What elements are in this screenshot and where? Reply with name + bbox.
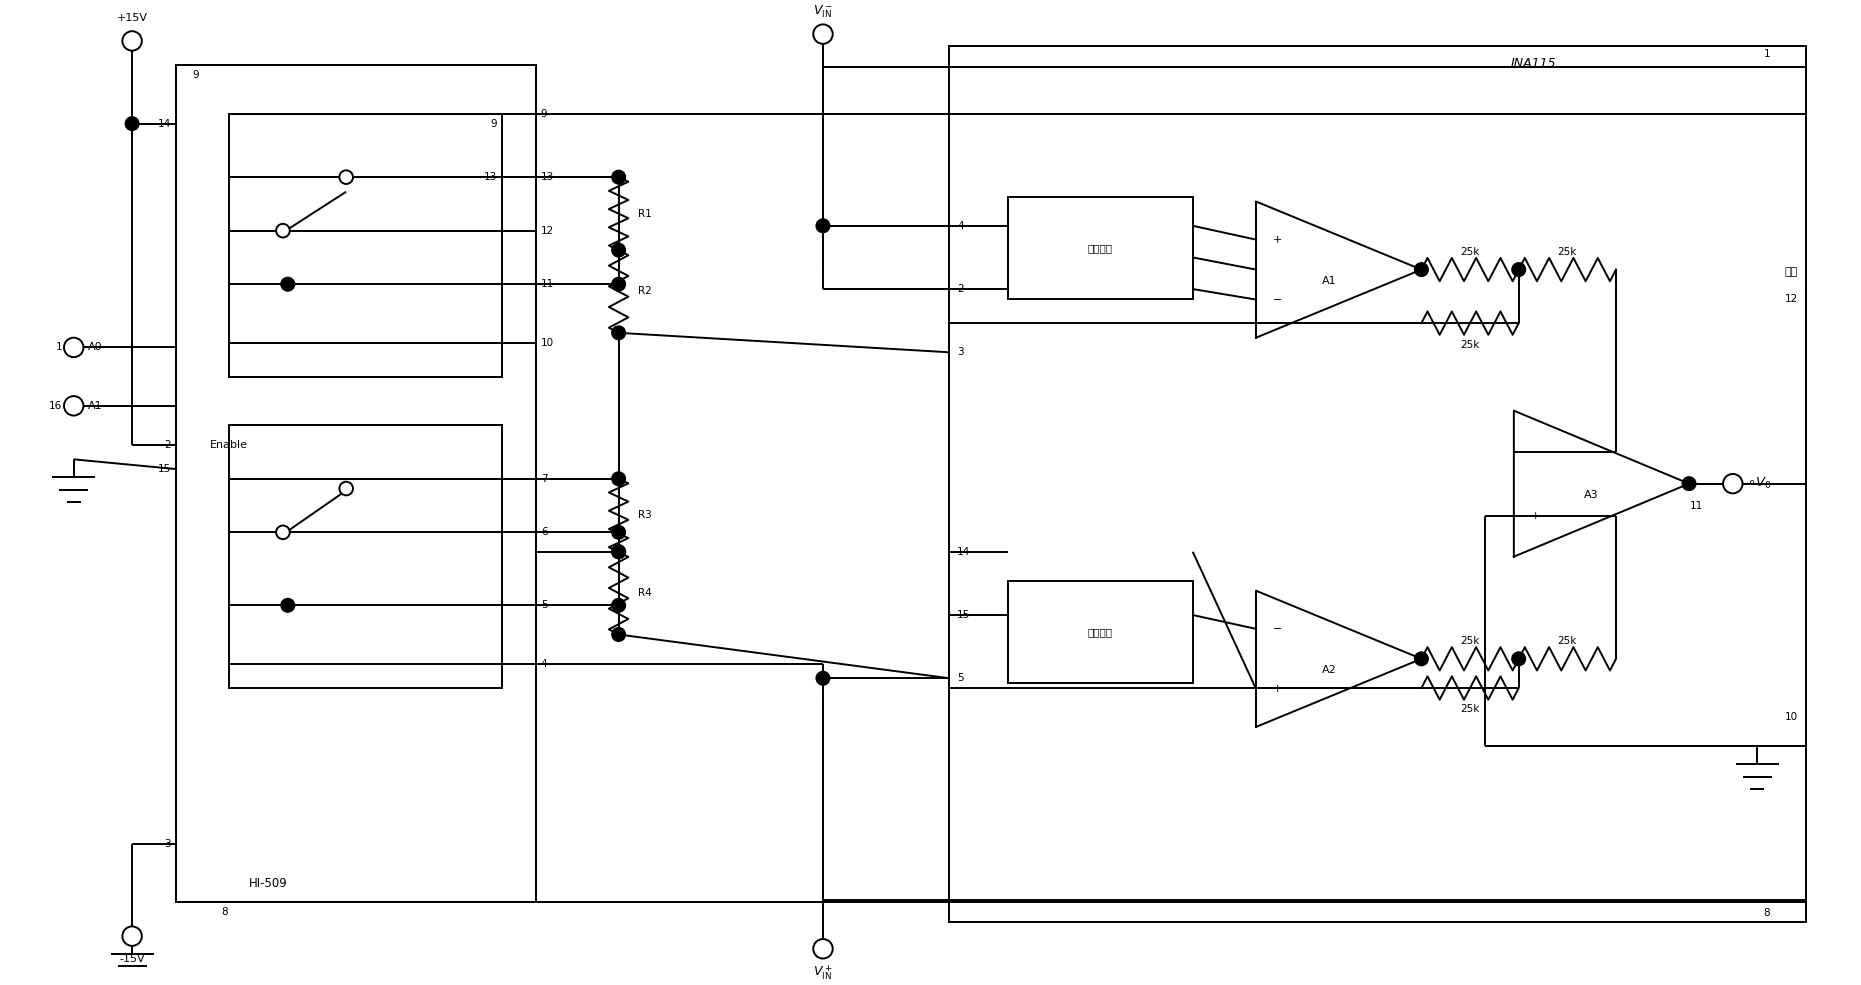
Text: 25k: 25k (1461, 636, 1479, 646)
Circle shape (813, 25, 832, 44)
Text: 过压保护: 过压保护 (1089, 242, 1113, 253)
Circle shape (1511, 263, 1526, 277)
Text: 8: 8 (1764, 908, 1770, 918)
Text: 12: 12 (542, 226, 555, 235)
Text: 12: 12 (1785, 294, 1798, 304)
Bar (1009, 197, 1193, 298)
Text: 15: 15 (957, 610, 970, 620)
Text: A2: A2 (1321, 666, 1336, 676)
Circle shape (123, 927, 141, 946)
Text: 3: 3 (164, 838, 171, 849)
Circle shape (275, 224, 290, 237)
Text: −: − (1273, 295, 1282, 304)
Circle shape (281, 599, 294, 612)
Text: 1: 1 (56, 343, 61, 353)
Text: 1: 1 (1764, 49, 1770, 59)
Bar (949, 45, 1805, 922)
Text: 反馈: 反馈 (1785, 267, 1798, 277)
Text: 3: 3 (957, 348, 964, 358)
Text: +: + (1273, 234, 1282, 244)
Circle shape (123, 32, 141, 50)
Text: $V^-_{\rm IN}$: $V^-_{\rm IN}$ (813, 3, 832, 20)
Text: 25k: 25k (1461, 704, 1479, 714)
Text: 过压保护: 过压保护 (1089, 627, 1113, 637)
Circle shape (1414, 263, 1427, 277)
Text: 14: 14 (957, 547, 970, 557)
Text: 11: 11 (1690, 501, 1703, 511)
Circle shape (612, 545, 625, 558)
Text: 14: 14 (158, 118, 171, 129)
Text: $V^+_{\rm IN}$: $V^+_{\rm IN}$ (813, 963, 832, 982)
Text: A3: A3 (1584, 491, 1599, 500)
Text: 10: 10 (542, 338, 555, 348)
Text: 25k: 25k (1461, 340, 1479, 350)
Text: +15V: +15V (117, 14, 147, 24)
Text: $\circ V_0$: $\circ V_0$ (1747, 476, 1772, 492)
Text: 11: 11 (542, 279, 555, 290)
Text: 9: 9 (489, 119, 497, 129)
Text: A1: A1 (1321, 276, 1336, 287)
Circle shape (612, 170, 625, 184)
Circle shape (612, 545, 625, 558)
Text: 25k: 25k (1558, 247, 1576, 257)
Text: −: − (1530, 446, 1539, 457)
Text: HI-509: HI-509 (249, 878, 288, 890)
Text: 9: 9 (542, 109, 547, 119)
Bar (229, 426, 502, 688)
Text: 25k: 25k (1461, 247, 1479, 257)
Circle shape (612, 599, 625, 612)
Circle shape (63, 338, 84, 358)
Text: +: + (1530, 511, 1539, 521)
Circle shape (339, 170, 354, 184)
Text: 10: 10 (1785, 712, 1798, 722)
Circle shape (817, 219, 830, 232)
Circle shape (612, 326, 625, 340)
Circle shape (281, 278, 294, 291)
Circle shape (1723, 474, 1742, 493)
Text: 15: 15 (158, 464, 171, 474)
Bar (177, 65, 536, 902)
Circle shape (275, 526, 290, 539)
Circle shape (612, 278, 625, 291)
Circle shape (125, 117, 140, 130)
Bar (1009, 581, 1193, 684)
Text: 7: 7 (542, 474, 547, 484)
Circle shape (1682, 477, 1695, 491)
Text: 5: 5 (542, 600, 547, 611)
Circle shape (1414, 652, 1427, 666)
Circle shape (612, 526, 625, 539)
Text: 4: 4 (957, 221, 964, 230)
Text: 4: 4 (542, 659, 547, 669)
Circle shape (63, 396, 84, 416)
Circle shape (813, 939, 832, 958)
Text: R3: R3 (638, 510, 651, 520)
Text: 8: 8 (221, 907, 227, 917)
Text: 9: 9 (192, 70, 199, 80)
Text: 6: 6 (542, 527, 547, 538)
Circle shape (1511, 652, 1526, 666)
Text: Enable: Enable (210, 439, 248, 450)
Circle shape (612, 243, 625, 257)
Bar (229, 114, 502, 376)
Text: 13: 13 (542, 172, 555, 182)
Circle shape (817, 672, 830, 686)
Text: 2: 2 (164, 439, 171, 450)
Text: R1: R1 (638, 209, 651, 219)
Text: INA115: INA115 (1511, 57, 1556, 71)
Circle shape (612, 627, 625, 641)
Text: +: + (1273, 684, 1282, 693)
Text: A0: A0 (87, 343, 102, 353)
Text: R2: R2 (638, 287, 651, 296)
Text: -15V: -15V (119, 953, 145, 963)
Text: 2: 2 (957, 284, 964, 295)
Text: 25k: 25k (1558, 636, 1576, 646)
Circle shape (612, 472, 625, 486)
Text: 5: 5 (957, 674, 964, 684)
Text: 13: 13 (484, 172, 497, 182)
Text: −: − (1273, 624, 1282, 634)
Text: A1: A1 (87, 401, 102, 411)
Circle shape (339, 482, 354, 495)
Text: 16: 16 (48, 401, 61, 411)
Text: R4: R4 (638, 588, 651, 598)
